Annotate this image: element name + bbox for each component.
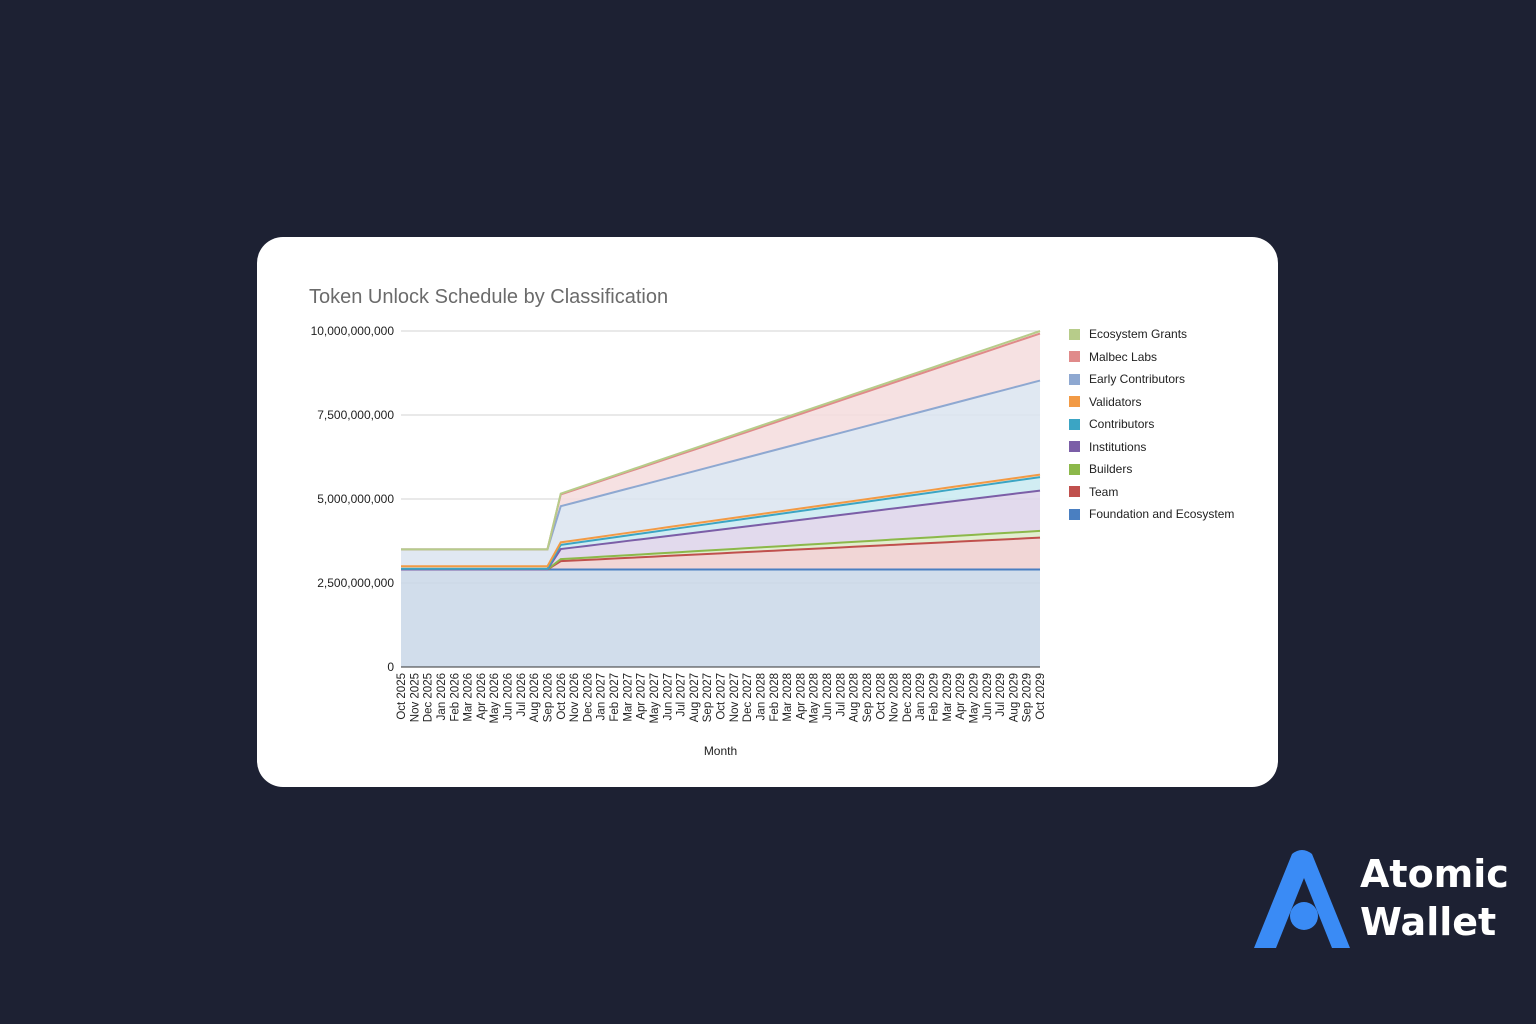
legend-item: Foundation and Ecosystem [1069,503,1234,526]
x-tick-label: Feb 2026 [449,673,461,722]
x-tick-label: Jul 2028 [835,673,847,716]
legend-item: Malbec Labs [1069,346,1234,369]
x-tick-label: Sep 2028 [862,673,874,722]
x-tick-label: Feb 2028 [769,673,781,722]
x-tick-label: Aug 2026 [529,673,541,722]
x-tick-label: Jun 2026 [503,673,515,720]
legend-swatch [1069,396,1080,408]
x-tick-label: Jan 2029 [915,673,927,720]
legend-label: Ecosystem Grants [1089,327,1188,342]
x-tick-label: Jan 2028 [755,673,767,720]
x-tick-label: May 2027 [649,673,661,724]
x-tick-label: Oct 2025 [396,673,408,720]
legend-swatch [1069,463,1080,475]
x-tick-label: Jul 2029 [995,673,1007,716]
x-tick-label: May 2026 [489,673,501,724]
legend-item: Early Contributors [1069,368,1234,391]
legend-label: Institutions [1089,439,1147,454]
legend-label: Contributors [1089,417,1155,432]
legend-item: Team [1069,481,1234,504]
legend-item: Validators [1069,391,1234,414]
x-tick-label: Jul 2026 [516,673,528,716]
brand-name-line1: Atomic [1360,852,1509,896]
legend-swatch [1069,441,1080,453]
line-ecosystem-grants [401,330,1041,551]
brand-name: Atomic Wallet [1360,850,1509,946]
legend-label: Early Contributors [1089,372,1186,387]
x-tick-label: Sep 2026 [542,673,554,722]
x-tick-label: Apr 2029 [955,673,967,720]
x-tick-label: Aug 2029 [1008,673,1020,722]
legend-item: Builders [1069,458,1234,481]
x-tick-label: Dec 2026 [582,673,594,722]
legend-swatch [1069,328,1080,340]
x-tick-label: Dec 2027 [742,673,754,722]
legend-label: Builders [1089,462,1133,477]
brand-name-line2: Wallet [1360,900,1497,944]
line-validators [401,473,1041,568]
legend-label: Team [1089,484,1119,499]
y-tick-label: 0 [387,660,394,674]
legend-label: Validators [1089,394,1142,409]
x-tick-label: Feb 2029 [929,673,941,722]
legend-label: Malbec Labs [1089,349,1158,364]
x-tick-label: Mar 2026 [463,673,475,722]
x-tick-label: Aug 2028 [849,673,861,722]
x-tick-label: Dec 2025 [423,673,435,722]
x-tick-label: Sep 2027 [702,673,714,722]
legend-item: Institutions [1069,436,1234,459]
brand-watermark: Atomic Wallet [1252,848,1512,952]
stacked-area-chart: 0 2,500,000,000 5,000,000,000 7,500,000,000… [311,324,1047,758]
x-tick-label: Oct 2029 [1035,673,1047,720]
y-tick-label: 5,000,000,000 [317,492,394,506]
legend-swatch [1069,351,1080,363]
x-tick-label: Oct 2027 [716,673,728,720]
legend-swatch [1069,418,1080,430]
x-tick-label: Mar 2029 [942,673,954,722]
area-foundation-and-ecosystem [401,569,1040,667]
y-tick-label: 7,500,000,000 [317,408,394,422]
legend-swatch [1069,508,1080,520]
legend-swatch [1069,373,1080,385]
chart-legend: Ecosystem Grants Malbec Labs Early Contrib… [1069,323,1234,526]
x-tick-label: Jun 2029 [982,673,994,720]
x-tick-label: Nov 2027 [729,673,741,722]
x-tick-label: May 2029 [968,673,980,724]
x-tick-label: Jan 2027 [596,673,608,720]
y-tick-label: 10,000,000,000 [311,324,395,338]
chart-card: Token Unlock Schedule by Classification … [257,237,1278,787]
x-tick-label: Nov 2026 [569,673,581,722]
x-tick-label: Oct 2028 [875,673,887,720]
legend-item: Contributors [1069,413,1234,436]
x-tick-label: Feb 2027 [609,673,621,722]
legend-swatch [1069,486,1080,498]
x-tick-label: Jul 2027 [676,673,688,716]
legend-label: Foundation and Ecosystem [1089,507,1235,522]
x-tick-label: Jun 2027 [662,673,674,720]
chart-title: Token Unlock Schedule by Classification [309,286,669,308]
x-tick-label: Nov 2025 [409,673,421,722]
x-tick-label: May 2028 [809,673,821,724]
x-tick-label: Apr 2027 [636,673,648,720]
x-tick-label: Apr 2028 [795,673,807,720]
line-contributors [401,476,1041,570]
area-early-contributors [401,380,1040,567]
atomic-wallet-logo-icon [1254,850,1350,948]
x-tick-label: Aug 2027 [689,673,701,722]
x-tick-label: Jan 2026 [436,673,448,720]
x-tick-label: Sep 2029 [1022,673,1034,722]
x-tick-label: Mar 2028 [782,673,794,722]
x-tick-label: Nov 2028 [889,673,901,722]
x-tick-label: Oct 2026 [556,673,568,720]
x-tick-label: Mar 2027 [622,673,634,722]
y-tick-label: 2,500,000,000 [317,576,394,590]
x-tick-label: Jun 2028 [822,673,834,720]
x-tick-label: Dec 2028 [902,673,914,722]
x-axis-label: Month [704,744,737,758]
legend-item: Ecosystem Grants [1069,323,1234,346]
x-tick-label: Apr 2026 [476,673,488,720]
